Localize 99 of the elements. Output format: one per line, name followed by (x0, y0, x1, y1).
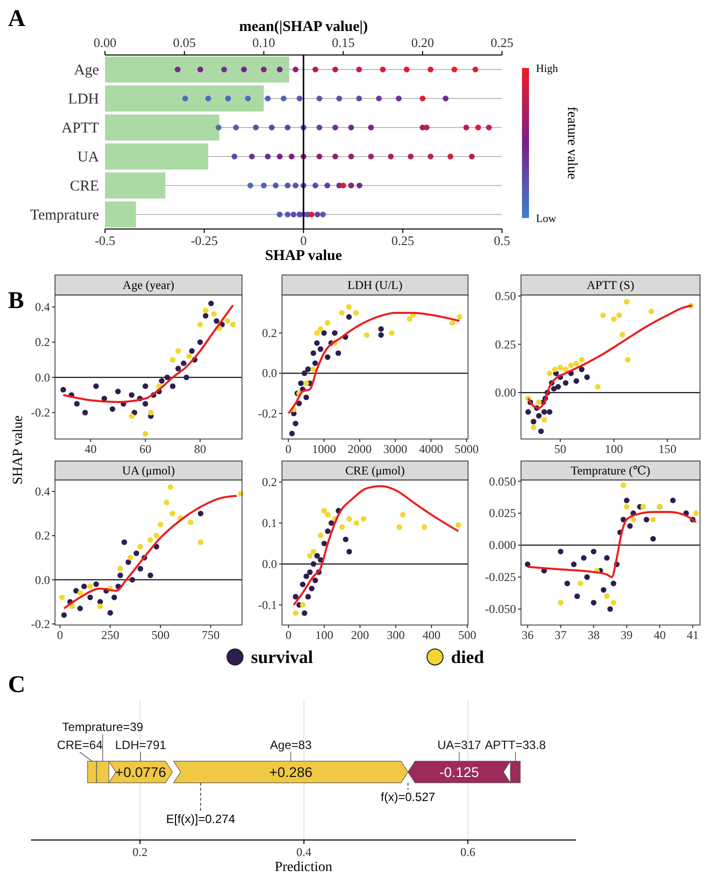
data-label: -0.125 (439, 764, 480, 780)
y-tick-label: 0.2 (262, 475, 277, 490)
y-tick-label: -0.2 (31, 406, 50, 420)
ref-line-label: f(x)=0.527 (380, 790, 436, 804)
x2-axis-title: mean(|SHAP value|) (239, 19, 368, 35)
y-tick-label: 0.1 (262, 516, 277, 530)
x-tick-label: 200 (350, 628, 369, 642)
x-tick-label: 100 (315, 628, 334, 642)
chart-title: APTT (S) (586, 278, 634, 292)
x-tick-label: 0.4 (296, 845, 312, 859)
x-tick-label: 60 (139, 442, 152, 456)
x2-tick-label: 0.05 (173, 35, 196, 50)
y-tick-label: Age (74, 62, 100, 78)
legend-label: died (451, 647, 484, 667)
x-tick-label: 400 (422, 628, 441, 642)
x2-tick-label: 0.15 (332, 35, 355, 50)
y-tick-label: 0.4 (35, 300, 50, 314)
y-tick-label: 0.0 (262, 556, 277, 571)
x-tick-label: 0.2 (132, 845, 148, 859)
x-tick-label: 500 (458, 628, 476, 642)
y-tick-label: 0.025 (489, 506, 516, 520)
x-tick-label: 38 (588, 628, 600, 642)
x-tick-label: 0 (285, 628, 292, 642)
x2-tick-label: 0.00 (94, 35, 116, 50)
x-tick-label: 100 (604, 442, 623, 456)
y-tick-label: Temprature (30, 208, 100, 224)
x-tick-label: 500 (151, 628, 170, 642)
x-axis-title: Prediction (274, 860, 332, 874)
x-tick-label: 40 (654, 628, 666, 642)
y-tick-label: 0.2 (262, 326, 277, 340)
series-label: LDH=791 (115, 738, 166, 752)
y-tick-label: 0.0 (35, 370, 50, 384)
data-label: +0.0776 (115, 764, 166, 780)
x-tick-label: 5000 (454, 442, 479, 456)
y-tick-label: -0.050 (485, 602, 516, 616)
x-tick-label: 0.6 (460, 845, 476, 859)
chart-title: UA (μmol) (122, 464, 175, 478)
y-tick-label: CRE (70, 178, 99, 194)
chart-title: Age (year) (122, 278, 174, 292)
y-tick-label: 0.25 (495, 337, 516, 352)
data-label: +0.286 (269, 764, 313, 780)
x-tick-label: 0.25 (391, 233, 414, 248)
y-tick-label: 0.0 (35, 572, 50, 587)
color-bar-label: Low (536, 213, 556, 225)
x-tick-label: 2000 (348, 442, 372, 456)
x2-tick-label: 0.20 (411, 35, 434, 50)
color-bar-title: feature value (564, 106, 579, 180)
y-tick-label: -0.2 (31, 616, 50, 631)
x-tick-label: -0.5 (94, 233, 116, 248)
x-tick-label: 750 (202, 628, 220, 642)
ref-line-label: E[f(x)]=0.274 (166, 812, 236, 826)
y-tick-label: UA (77, 150, 100, 166)
text: B (8, 288, 24, 314)
x-tick-label: 80 (194, 442, 206, 456)
series-label: CRE=64 (56, 738, 103, 752)
text: C (8, 672, 26, 698)
x-tick-label: 0 (57, 628, 64, 642)
y-tick-label: -0.1 (258, 598, 277, 612)
x-tick-label: 300 (386, 628, 405, 642)
x-tick-label: 41 (686, 628, 699, 642)
chart-title: Temprature (℃) (570, 464, 650, 478)
y-tick-label: 0.0 (262, 366, 277, 380)
x-tick-label: 150 (658, 442, 676, 456)
x-tick-label: 36 (522, 628, 534, 642)
y-tick-label: 0.050 (489, 474, 516, 488)
series-label: UA=317 (437, 738, 482, 752)
legend-label: survival (251, 647, 314, 667)
chart-title: CRE (μmol) (345, 464, 405, 478)
y-tick-label: 0.4 (35, 484, 50, 498)
y-tick-label: 0.000 (489, 538, 516, 552)
x-tick-label: 1000 (312, 442, 336, 456)
x-axis-title: SHAP value (264, 248, 342, 264)
x-tick-label: -0.25 (190, 233, 218, 248)
text: A (8, 6, 26, 32)
x-tick-label: 250 (101, 628, 120, 642)
x-tick-label: 40 (84, 442, 97, 456)
x-tick-label: 50 (554, 442, 566, 456)
chart-title: LDH (U/L) (348, 278, 402, 292)
y-tick-label: 0.50 (495, 288, 516, 303)
y-tick-label: 0.2 (35, 335, 50, 350)
x-tick-label: 4000 (418, 442, 443, 456)
x-tick-label: 39 (620, 628, 633, 642)
y-tick-label: 0.00 (495, 386, 516, 400)
y-axis-title: SHAP value (11, 415, 26, 485)
series-label: Age=83 (270, 738, 312, 752)
x-tick-label: 0 (285, 442, 292, 456)
color-bar-label: High (536, 63, 558, 75)
y-tick-label: -0.2 (258, 406, 277, 420)
y-tick-label: APTT (62, 120, 99, 136)
y-tick-label: -0.025 (485, 570, 516, 584)
x-tick-label: 3000 (383, 442, 408, 456)
x-tick-label: 37 (554, 628, 567, 642)
y-tick-label: 0.2 (35, 528, 50, 543)
y-tick-label: LDH (68, 92, 100, 108)
x-tick-label: 0.5 (494, 233, 510, 248)
series-label: APTT=33.8 (484, 738, 546, 752)
x2-tick-label: 0.10 (252, 35, 276, 50)
text: Temprature=39 (62, 720, 144, 734)
x-tick-label: 0 (300, 233, 307, 248)
